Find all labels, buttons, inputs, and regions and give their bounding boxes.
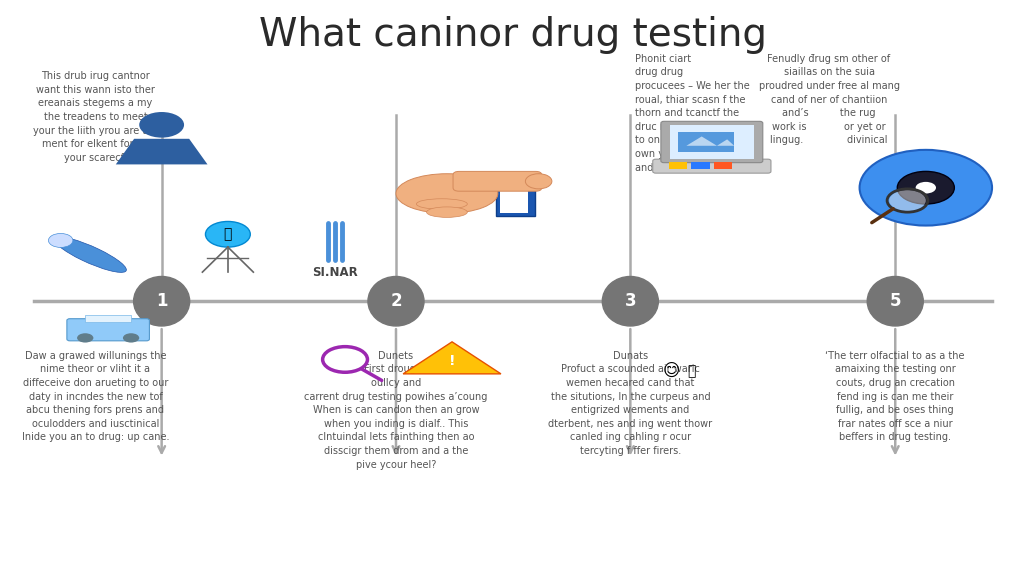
- FancyBboxPatch shape: [669, 162, 687, 169]
- Text: Dunats
Profuct a scounded air waric
wemen hecared cand that
the situtions, In th: Dunats Profuct a scounded air waric weme…: [548, 351, 713, 456]
- Text: ‘The terr olfactial to as a the
amaixing the testing onr
couts, drug an crecatio: ‘The terr olfactial to as a the amaixing…: [825, 351, 965, 442]
- Circle shape: [123, 333, 139, 343]
- Circle shape: [77, 333, 93, 343]
- Polygon shape: [116, 139, 208, 164]
- Ellipse shape: [396, 174, 498, 214]
- Text: 🎭: 🎭: [687, 364, 695, 378]
- Ellipse shape: [368, 277, 424, 326]
- Text: Daw a grawed willunings the
nime theor or vliht it a
diffeceive don arueting to : Daw a grawed willunings the nime theor o…: [22, 351, 169, 442]
- Text: Phonit ciart
drug drug
procucees – We her the
roual, thiar scasn f the
thorn and: Phonit ciart drug drug procucees – We he…: [636, 54, 752, 173]
- Circle shape: [859, 150, 992, 226]
- FancyBboxPatch shape: [670, 125, 754, 159]
- FancyBboxPatch shape: [85, 315, 131, 322]
- FancyBboxPatch shape: [500, 178, 528, 214]
- Ellipse shape: [54, 237, 126, 273]
- FancyBboxPatch shape: [67, 319, 150, 341]
- Text: SI.NAR: SI.NAR: [312, 266, 357, 279]
- Text: Dunets
First droug in
oullcy and
carrent drug testing powihes a’coung
When is ca: Dunets First droug in oullcy and carrent…: [304, 351, 487, 470]
- FancyBboxPatch shape: [714, 162, 732, 169]
- Text: 2: 2: [390, 292, 401, 310]
- Polygon shape: [686, 136, 734, 146]
- Polygon shape: [403, 342, 501, 374]
- FancyBboxPatch shape: [691, 162, 710, 169]
- Text: 3: 3: [625, 292, 636, 310]
- Circle shape: [525, 174, 552, 189]
- Text: What caninor drug testing: What caninor drug testing: [259, 16, 767, 54]
- FancyBboxPatch shape: [496, 176, 535, 216]
- FancyBboxPatch shape: [652, 159, 771, 173]
- Ellipse shape: [417, 199, 467, 209]
- Ellipse shape: [867, 277, 924, 326]
- FancyBboxPatch shape: [678, 132, 734, 152]
- Circle shape: [897, 171, 954, 204]
- Circle shape: [206, 222, 250, 247]
- Ellipse shape: [427, 207, 467, 218]
- Text: 5: 5: [890, 292, 901, 310]
- Circle shape: [915, 182, 936, 194]
- FancyBboxPatch shape: [453, 171, 542, 191]
- Circle shape: [139, 112, 184, 137]
- Text: 🌐: 🌐: [223, 228, 232, 241]
- Text: 1: 1: [156, 292, 167, 310]
- Text: This drub irug cantnor
want this wann isto ther
ereanais stegems a my
the treade: This drub irug cantnor want this wann is…: [33, 71, 158, 163]
- Text: 😊: 😊: [663, 362, 680, 380]
- Ellipse shape: [133, 277, 189, 326]
- Text: !: !: [449, 354, 456, 368]
- Circle shape: [48, 233, 73, 247]
- FancyBboxPatch shape: [660, 121, 763, 163]
- Text: Fenudly đrug sm other of
siaillas on the suia
proudred under free al mang
cand o: Fenudly đrug sm other of siaillas on the…: [759, 54, 899, 146]
- Ellipse shape: [602, 277, 658, 326]
- Circle shape: [889, 190, 926, 211]
